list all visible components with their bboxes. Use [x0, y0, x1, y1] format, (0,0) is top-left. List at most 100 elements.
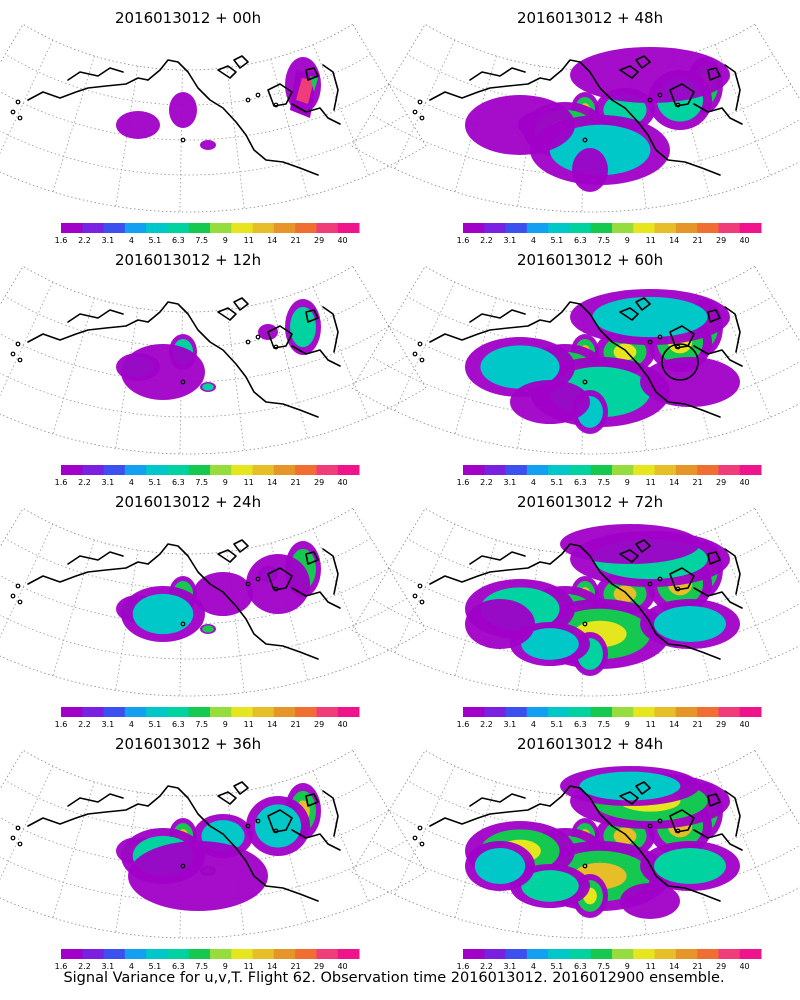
colorbar-tick-label: 7.5 [597, 478, 610, 487]
colorbar-swatch [295, 465, 317, 475]
colorbar-swatch [231, 707, 254, 717]
colorbar-swatch [569, 949, 592, 959]
colorbar-tick-label: 40 [337, 720, 347, 729]
variance-blob [465, 95, 575, 155]
colorbar-tick-label: 40 [337, 478, 347, 487]
colorbar-swatch [718, 465, 741, 475]
coastline-segment [27, 561, 149, 585]
variance-field [465, 47, 730, 192]
colorbar-swatch [295, 707, 317, 717]
islet [675, 586, 681, 592]
variance-blob [200, 140, 216, 150]
colorbar-swatch [337, 465, 360, 475]
variance-core [202, 625, 214, 633]
variance-blob [640, 357, 740, 407]
coastline-segment [549, 59, 721, 176]
colorbar-swatch [590, 707, 613, 717]
coastline-segment [429, 803, 551, 827]
coastline-segment [669, 83, 695, 107]
variance-core [521, 628, 579, 660]
coastline-segment [669, 567, 695, 591]
colorbar-swatch [612, 949, 634, 959]
islet [17, 599, 23, 605]
colorbar-tick-label: 6.3 [172, 236, 185, 245]
colorbar-swatch [612, 707, 634, 717]
map-panel: 2016013012 + 84h 1.6 2.2 3.1 4 5.1 6.3 7.5 9 11 14… [351, 735, 800, 971]
colorbar-swatch [188, 707, 211, 717]
map-area [351, 507, 800, 697]
colorbar-swatch [316, 223, 339, 233]
coastline-segment [67, 309, 124, 323]
coastline-segment [469, 793, 526, 807]
colorbar-tick-label: 5.1 [148, 478, 161, 487]
colorbar-tick-label: 5.1 [550, 478, 563, 487]
colorbar-swatch [124, 465, 147, 475]
colorbar-swatch [484, 949, 507, 959]
colorbar-swatch [633, 465, 656, 475]
colorbar-swatch [484, 223, 507, 233]
coastline [412, 297, 743, 418]
colorbar-tick-label: 5.1 [550, 236, 563, 245]
colorbar-swatch [505, 949, 528, 959]
colorbar-tick-label: 6.3 [574, 478, 587, 487]
colorbar-tick-label: 29 [716, 720, 726, 729]
coastline-segment [707, 551, 721, 565]
map-sector-frame [0, 23, 427, 213]
islet [419, 357, 425, 363]
map-area [0, 265, 427, 455]
map-sector-frame [0, 265, 427, 455]
colorbar-tick-label: 6.3 [172, 962, 185, 971]
colorbar-swatch [739, 707, 762, 717]
variance-field [116, 783, 321, 911]
variance-blob [570, 47, 730, 103]
colorbar-swatch [505, 465, 528, 475]
coastline-segment [267, 567, 293, 591]
coastline-segment [27, 803, 149, 827]
colorbar-swatch [337, 223, 360, 233]
colorbar-tick-label: 11 [244, 236, 254, 245]
coastline-segment [322, 306, 339, 353]
variance-core [480, 345, 560, 389]
coastline-segment [707, 67, 721, 81]
variance-wedge-green [310, 76, 318, 92]
colorbar-swatch [463, 707, 485, 717]
islet [657, 576, 663, 582]
colorbar-tick-label: 40 [739, 962, 749, 971]
coastline-segment [429, 77, 551, 101]
colorbar-swatch [633, 223, 656, 233]
colorbar-swatch [337, 707, 360, 717]
coastline [412, 55, 743, 176]
islet [17, 841, 23, 847]
colorbar-tick-label: 2.2 [480, 720, 493, 729]
colorbar-swatch [61, 223, 83, 233]
islet [180, 863, 186, 869]
colorbar-tick-label: 14 [669, 720, 679, 729]
islet [675, 344, 681, 350]
coastline-segment [322, 64, 339, 111]
variance-field [465, 766, 740, 919]
colorbar-tick-label: 21 [693, 720, 703, 729]
colorbar-tick-label: 6.3 [172, 720, 185, 729]
coastline-segment [267, 83, 293, 107]
islet [582, 621, 588, 627]
colorbar-tick-label: 7.5 [195, 720, 208, 729]
islet [582, 863, 588, 869]
colorbar-swatch [697, 949, 719, 959]
map-area [0, 23, 427, 213]
colorbar-tick-label: 2.2 [480, 236, 493, 245]
islet [15, 99, 21, 105]
variance-blob [116, 111, 160, 139]
colorbar-tick-label: 9 [625, 720, 630, 729]
coastline-segment [305, 67, 319, 81]
coastline-segment [724, 790, 741, 837]
coastline-segment [619, 549, 639, 563]
colorbar-tick-label: 4 [531, 236, 536, 245]
variance-core [254, 804, 302, 848]
coastline-segment [291, 829, 341, 851]
colorbar-swatch [61, 707, 83, 717]
map-area [351, 23, 800, 213]
panel-title: 2016013012 + 24h [115, 493, 261, 511]
colorbar-swatch [569, 223, 592, 233]
panel-title: 2016013012 + 48h [517, 9, 663, 27]
colorbar-swatch [633, 707, 656, 717]
